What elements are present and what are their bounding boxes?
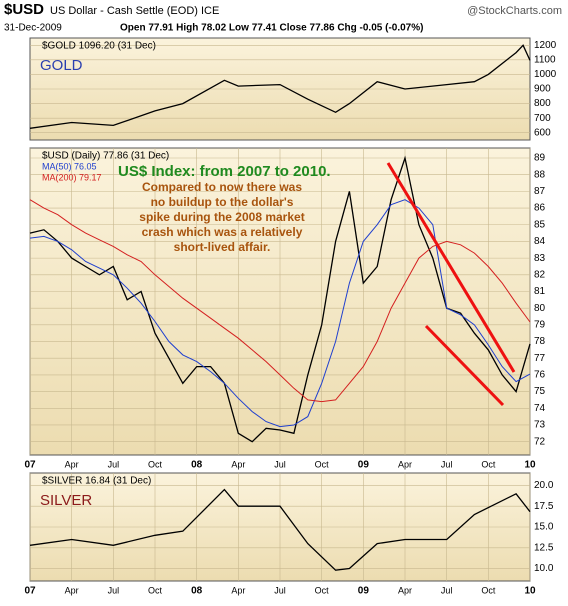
x-tick-label: Apr [398, 459, 412, 469]
series-line [29, 44, 531, 129]
x-tick-label: Jul [441, 459, 453, 469]
y-tick-label: 1200 [534, 40, 557, 51]
legend-title: $USD (Daily) 77.86 (31 Dec) [42, 151, 169, 162]
trend-line [386, 162, 516, 373]
y-tick-label: 17.5 [534, 501, 554, 512]
y-tick-label: 78 [534, 336, 546, 347]
y-tick-label: 86 [534, 203, 546, 214]
y-tick-label: 76 [534, 370, 546, 381]
y-tick-label: 84 [534, 236, 546, 247]
x-tick-label: 08 [191, 586, 203, 597]
y-tick-label: 600 [534, 127, 551, 138]
annotation: spike during the 2008 market [139, 210, 304, 224]
y-tick-label: 81 [534, 286, 546, 297]
series-line [29, 199, 531, 403]
annotation: crash which was a relatively [142, 225, 303, 239]
x-tick-label: Oct [315, 585, 330, 595]
legend-title: $SILVER 16.84 (31 Dec) [42, 476, 151, 487]
legend-entry: MA(50) 76.05 [42, 161, 97, 171]
series-line [29, 488, 531, 571]
annotation: no buildup to the dollar's [151, 195, 294, 209]
x-tick-label: 09 [358, 460, 370, 471]
y-tick-label: 75 [534, 386, 546, 397]
x-tick-label: Jul [274, 459, 286, 469]
y-tick-label: 800 [534, 98, 551, 109]
x-tick-label: Oct [148, 585, 163, 595]
x-tick-label: 10 [524, 460, 536, 471]
y-tick-label: 82 [534, 269, 546, 280]
y-tick-label: 700 [534, 113, 551, 124]
y-tick-label: 79 [534, 319, 546, 330]
x-tick-label: 10 [524, 586, 536, 597]
panel-label: GOLD [40, 57, 83, 74]
series-line [29, 199, 531, 428]
x-tick-label: 09 [358, 586, 370, 597]
x-tick-label: 07 [24, 586, 36, 597]
x-tick-label: Apr [231, 585, 245, 595]
date: 31-Dec-2009 [4, 23, 62, 34]
name: US Dollar - Cash Settle (EOD) ICE [50, 5, 219, 17]
legend-entry: MA(200) 79.17 [42, 172, 102, 182]
annotation: Compared to now there was [142, 180, 302, 194]
x-tick-label: Apr [231, 459, 245, 469]
panel-label: SILVER [40, 492, 92, 509]
y-tick-label: 900 [534, 84, 551, 95]
x-tick-label: Jul [108, 585, 120, 595]
y-tick-label: 15.0 [534, 522, 554, 533]
y-tick-label: 12.5 [534, 542, 554, 553]
y-tick-label: 72 [534, 436, 546, 447]
y-tick-label: 77 [534, 353, 546, 364]
x-tick-label: Oct [481, 585, 496, 595]
x-tick-label: Jul [108, 459, 120, 469]
x-tick-label: Apr [65, 585, 79, 595]
source: @StockCharts.com [467, 5, 562, 17]
x-tick-label: Oct [315, 459, 330, 469]
y-tick-label: 1100 [534, 54, 556, 65]
trend-line [424, 324, 505, 407]
x-tick-label: Apr [398, 585, 412, 595]
x-tick-label: Jul [274, 585, 286, 595]
y-tick-label: 85 [534, 219, 546, 230]
y-tick-label: 83 [534, 253, 546, 264]
y-tick-label: 80 [534, 303, 546, 314]
x-tick-label: Jul [441, 585, 453, 595]
y-tick-label: 74 [534, 403, 546, 414]
x-tick-label: Oct [148, 459, 163, 469]
x-tick-label: Apr [65, 459, 79, 469]
symbol: $USD [4, 1, 44, 18]
y-tick-label: 87 [534, 186, 546, 197]
y-tick-label: 10.0 [534, 563, 554, 574]
y-tick-label: 88 [534, 169, 546, 180]
y-tick-label: 73 [534, 420, 546, 431]
annotation: short-lived affair. [174, 240, 271, 254]
quote: Open 77.91 High 78.02 Low 77.41 Close 77… [120, 23, 423, 34]
y-tick-label: 89 [534, 153, 546, 164]
annotation-title: US$ Index: from 2007 to 2010. [118, 163, 331, 180]
x-tick-label: 08 [191, 460, 203, 471]
x-tick-label: Oct [481, 459, 496, 469]
y-tick-label: 1000 [534, 69, 557, 80]
y-tick-label: 20.0 [534, 480, 554, 491]
legend-title: $GOLD 1096.20 (31 Dec) [42, 41, 156, 52]
x-tick-label: 07 [24, 460, 36, 471]
